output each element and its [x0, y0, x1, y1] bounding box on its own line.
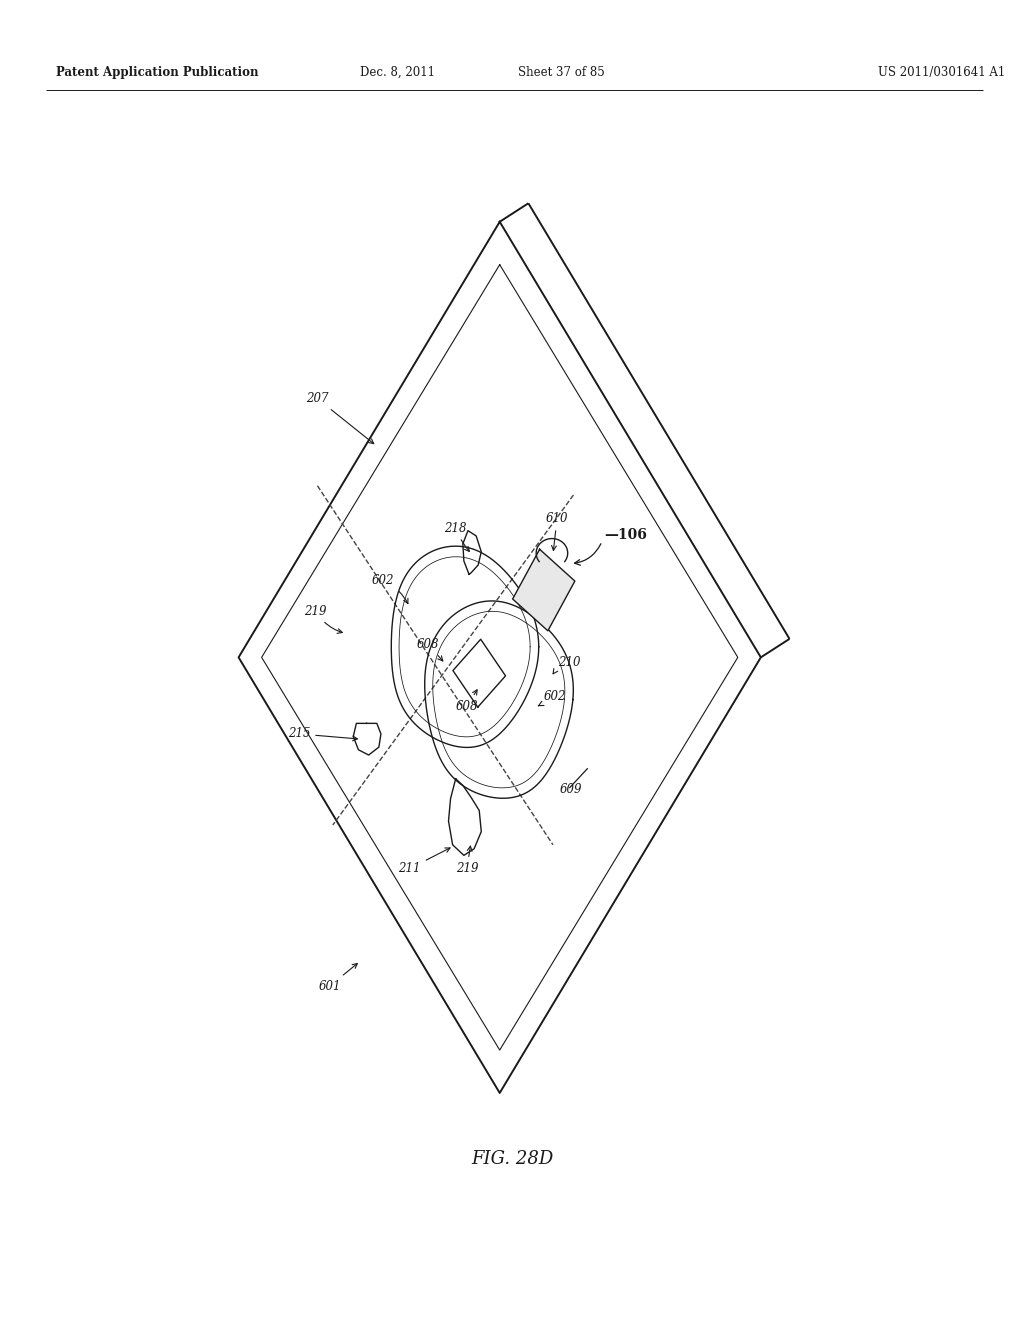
- Text: US 2011/0301641 A1: US 2011/0301641 A1: [879, 66, 1006, 79]
- Text: 218: 218: [444, 521, 469, 552]
- Text: 219: 219: [456, 846, 478, 875]
- Text: 211: 211: [398, 847, 451, 875]
- Polygon shape: [513, 549, 574, 631]
- Text: 219: 219: [304, 605, 342, 634]
- Text: 207: 207: [306, 392, 374, 444]
- Text: 602: 602: [372, 574, 408, 603]
- Text: 609: 609: [560, 783, 583, 796]
- Text: 215: 215: [288, 727, 357, 741]
- Text: 608: 608: [417, 638, 442, 661]
- Text: 210: 210: [553, 656, 581, 673]
- Text: 608: 608: [456, 690, 478, 713]
- Text: Dec. 8, 2011: Dec. 8, 2011: [359, 66, 435, 79]
- Text: Patent Application Publication: Patent Application Publication: [56, 66, 259, 79]
- Text: —106: —106: [604, 528, 647, 541]
- Text: Sheet 37 of 85: Sheet 37 of 85: [518, 66, 604, 79]
- Text: 602: 602: [539, 690, 566, 706]
- Text: 601: 601: [318, 964, 357, 993]
- Text: FIG. 28D: FIG. 28D: [471, 1150, 553, 1168]
- Text: 610: 610: [546, 512, 568, 550]
